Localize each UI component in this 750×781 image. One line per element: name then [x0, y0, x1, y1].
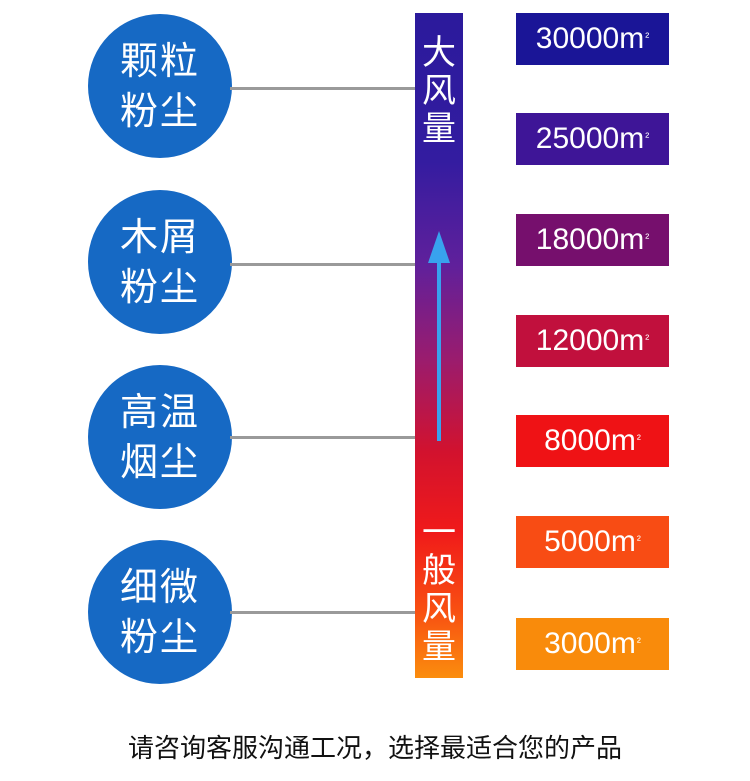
- normal-airflow-label: 一 般 风 量: [422, 513, 456, 667]
- up-arrow-icon: [428, 231, 450, 441]
- dust-type-line2: 粉尘: [119, 265, 200, 309]
- connector-line: [230, 263, 415, 266]
- dust-type-line1: 颗粒: [119, 39, 200, 83]
- airflow-box-5000: 5000m ²: [516, 516, 669, 568]
- dust-type-line2: 粉尘: [119, 615, 200, 659]
- dust-type-granular: 颗粒 粉尘: [88, 14, 232, 158]
- airflow-box-12000: 12000m ²: [516, 315, 669, 367]
- airflow-box-30000: 30000m ²: [516, 13, 669, 65]
- airflow-box-18000: 18000m ²: [516, 214, 669, 266]
- airflow-gradient-bar: [415, 13, 463, 678]
- footer-text: 请咨询客服沟通工况，选择最适合您的产品: [127, 734, 622, 764]
- airflow-box-25000: 25000m ²: [516, 113, 669, 165]
- dust-type-line2: 烟尘: [119, 440, 200, 484]
- dust-type-fine: 细微 粉尘: [88, 540, 232, 684]
- dust-type-line2: 粉尘: [119, 89, 200, 133]
- airflow-box-8000: 8000m ²: [516, 415, 669, 467]
- dust-type-wood: 木屑 粉尘: [88, 190, 232, 334]
- high-airflow-label: 大 风 量: [422, 33, 456, 149]
- dust-type-line1: 细微: [119, 565, 200, 609]
- connector-line: [230, 87, 415, 90]
- dust-type-line1: 高温: [119, 390, 200, 434]
- connector-line: [230, 436, 415, 439]
- connector-line: [230, 611, 415, 614]
- dust-type-line1: 木屑: [119, 215, 200, 259]
- airflow-box-3000: 3000m ²: [516, 618, 669, 670]
- dust-type-high-temp: 高温 烟尘: [88, 365, 232, 509]
